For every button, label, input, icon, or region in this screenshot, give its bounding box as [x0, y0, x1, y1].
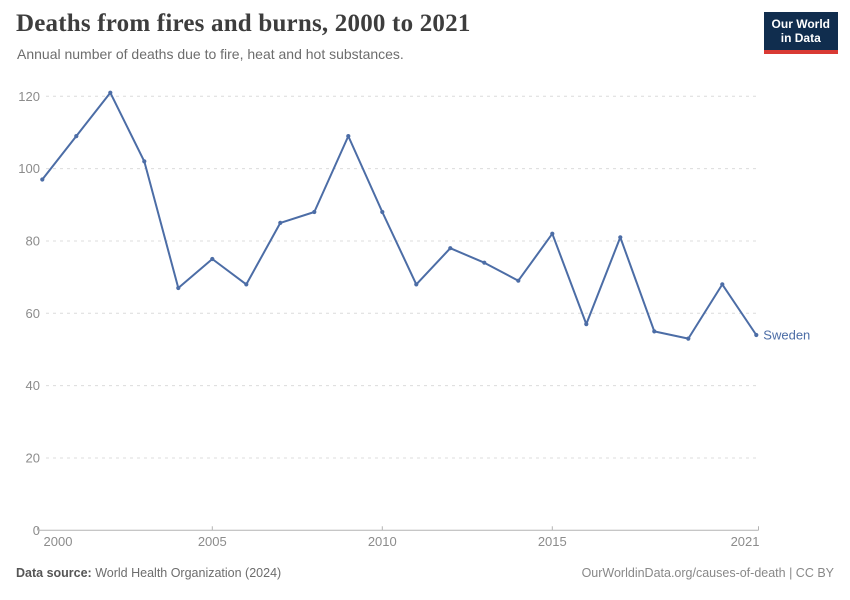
chart-footer: Data source: World Health Organization (… — [16, 566, 834, 580]
x-axis-tick-label: 2010 — [368, 534, 397, 549]
y-axis-tick-label: 120 — [18, 89, 40, 104]
y-axis-tick-label: 0 — [33, 523, 40, 538]
data-point — [516, 278, 521, 283]
data-point — [652, 329, 657, 334]
y-axis-tick-label: 60 — [26, 306, 40, 321]
data-point — [754, 332, 759, 338]
series-label: Sweden — [763, 328, 810, 343]
data-source: Data source: World Health Organization (… — [16, 566, 281, 580]
x-axis-tick-label: 2005 — [198, 534, 227, 549]
x-axis-tick-label: 2000 — [44, 534, 73, 549]
x-axis-tick-label: 2015 — [538, 534, 567, 549]
chart-subtitle: Annual number of deaths due to fire, hea… — [17, 46, 404, 62]
owid-logo-line2: in Data — [780, 31, 821, 46]
trend-line — [41, 91, 758, 340]
data-point — [278, 220, 283, 225]
data-point — [686, 336, 691, 341]
line-chart-canvas: 0 20 40 60 80 100 120 2000 2005 2010 2015 2021 Swede… — [18, 89, 810, 549]
data-source-value: World Health Organization (2024) — [95, 566, 282, 580]
license-note: OurWorldinData.org/causes-of-death | CC … — [581, 566, 834, 580]
y-axis-tick-label: 100 — [18, 161, 40, 176]
owid-logo-line1: Our World — [771, 17, 830, 31]
data-point — [210, 256, 215, 262]
data-point — [108, 90, 113, 95]
data-point — [142, 159, 147, 164]
data-point — [618, 235, 623, 240]
data-point — [380, 209, 385, 215]
data-point — [244, 282, 249, 287]
owid-logo: Our World in Data — [763, 12, 838, 54]
data-point — [346, 134, 351, 139]
y-axis-tick-label: 20 — [26, 451, 40, 466]
data-point — [414, 282, 419, 287]
data-point — [176, 285, 181, 291]
data-point — [720, 282, 725, 287]
data-point — [550, 231, 555, 236]
data-point — [482, 260, 487, 265]
y-axis-tick-label: 80 — [26, 234, 40, 249]
data-point — [40, 177, 45, 182]
data-point — [312, 209, 317, 215]
y-axis-tick-label: 40 — [26, 378, 40, 393]
x-axis-tick-label: 2021 — [731, 534, 760, 549]
data-point — [74, 134, 79, 139]
page-title: Deaths from fires and burns, 2000 to 202… — [16, 10, 471, 37]
data-point — [448, 246, 453, 251]
data-source-label: Data source: — [16, 566, 92, 580]
data-point — [584, 322, 589, 327]
